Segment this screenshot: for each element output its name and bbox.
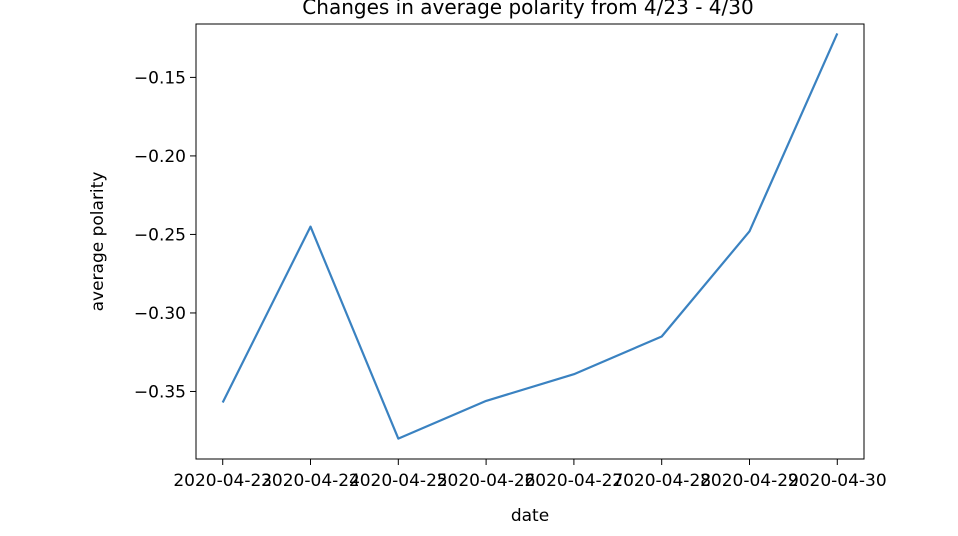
x-tick-label: 2020-04-26 [437, 471, 536, 491]
y-tick-label: −0.35 [134, 382, 186, 402]
series-line [221, 32, 839, 440]
y-axis-label: average polarity [88, 172, 108, 312]
x-tick-label: 2020-04-27 [524, 471, 623, 491]
x-tick-label: 2020-04-23 [173, 471, 272, 491]
x-tick-label: 2020-04-25 [349, 471, 448, 491]
x-tick-label: 2020-04-24 [261, 471, 360, 491]
y-tick-label: −0.15 [134, 68, 186, 88]
y-tick-label: −0.30 [134, 304, 186, 324]
x-tick-label: 2020-04-28 [612, 471, 711, 491]
x-axis-label: date [511, 506, 549, 526]
x-tick-label: 2020-04-29 [700, 471, 799, 491]
plot-frame [195, 23, 865, 460]
plot-area: −0.35−0.30−0.25−0.20−0.152020-04-232020-… [134, 32, 887, 491]
x-tick-label: 2020-04-30 [788, 471, 887, 491]
y-tick-label: −0.20 [134, 147, 186, 167]
chart-title: Changes in average polarity from 4/23 - … [302, 0, 753, 19]
y-tick-label: −0.25 [134, 225, 186, 245]
